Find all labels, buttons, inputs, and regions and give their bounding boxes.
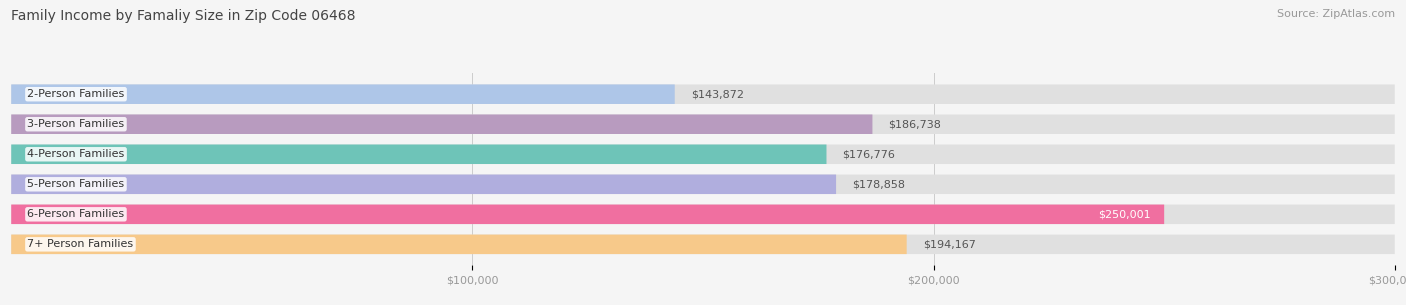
Text: 4-Person Families: 4-Person Families [27, 149, 125, 159]
Text: 6-Person Families: 6-Person Families [27, 209, 125, 219]
FancyBboxPatch shape [11, 205, 1395, 224]
Text: $176,776: $176,776 [842, 149, 896, 159]
FancyBboxPatch shape [11, 84, 675, 104]
Text: $194,167: $194,167 [922, 239, 976, 249]
FancyBboxPatch shape [11, 145, 827, 164]
Text: Family Income by Famaliy Size in Zip Code 06468: Family Income by Famaliy Size in Zip Cod… [11, 9, 356, 23]
FancyBboxPatch shape [11, 84, 1395, 104]
FancyBboxPatch shape [11, 145, 1395, 164]
Text: 3-Person Families: 3-Person Families [27, 119, 125, 129]
FancyBboxPatch shape [11, 114, 873, 134]
FancyBboxPatch shape [11, 114, 1395, 134]
FancyBboxPatch shape [11, 235, 907, 254]
FancyBboxPatch shape [11, 235, 1395, 254]
Text: $186,738: $186,738 [889, 119, 942, 129]
FancyBboxPatch shape [11, 174, 1395, 194]
Text: Source: ZipAtlas.com: Source: ZipAtlas.com [1277, 9, 1395, 19]
Text: $250,001: $250,001 [1098, 209, 1150, 219]
Text: 7+ Person Families: 7+ Person Families [27, 239, 134, 249]
Text: 5-Person Families: 5-Person Families [27, 179, 125, 189]
FancyBboxPatch shape [11, 174, 837, 194]
Text: 2-Person Families: 2-Person Families [27, 89, 125, 99]
FancyBboxPatch shape [11, 205, 1164, 224]
Text: $178,858: $178,858 [852, 179, 905, 189]
Text: $143,872: $143,872 [690, 89, 744, 99]
